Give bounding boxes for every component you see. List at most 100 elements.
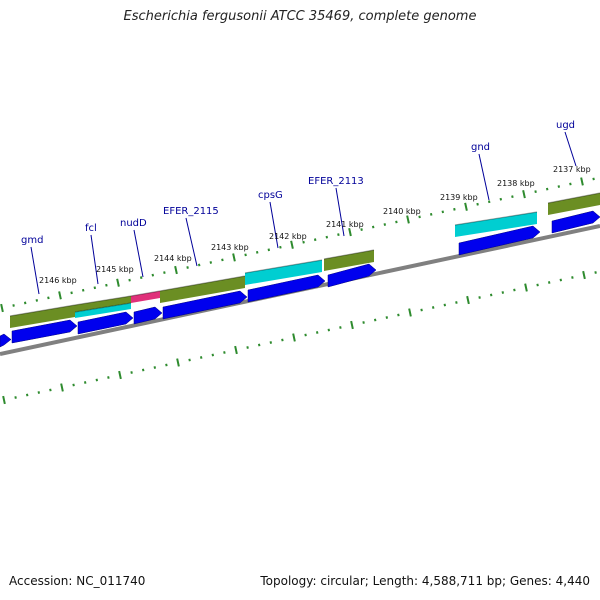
leader-cpsg [269, 201, 279, 249]
inner-tick [327, 328, 331, 332]
outer-tick [139, 276, 143, 280]
inner-tick [141, 368, 145, 372]
label-leader-lines [30, 131, 577, 295]
outer-tick [174, 265, 178, 275]
cds-arrow [247, 274, 326, 303]
inner-tick [153, 366, 157, 369]
inner-tick [478, 296, 481, 299]
outer-tick [23, 301, 27, 305]
outer-tick [569, 182, 572, 186]
inner-tick [176, 358, 180, 367]
gene-bar-efer-2115 [160, 276, 245, 303]
gene-label-cpsg: cpsG [258, 190, 283, 201]
outer-tick [557, 185, 561, 188]
gene-bar-cpsg [245, 260, 322, 285]
outer-tick [348, 227, 352, 237]
inner-tick [455, 301, 458, 304]
outer-tick [337, 233, 340, 237]
outer-tick [186, 266, 189, 269]
tick-label-2145-kbp: 2145 kbp [96, 265, 134, 274]
inner-tick [524, 283, 528, 292]
inner-tick [559, 278, 563, 282]
gene-bar-efer-2113 [324, 250, 374, 271]
outer-tick [464, 202, 468, 211]
outer-tick [0, 303, 4, 313]
gene-label-nudd: nudD [120, 218, 147, 229]
outer-tick [279, 245, 282, 249]
inner-tick [536, 283, 539, 287]
cds-arrow [327, 263, 377, 288]
inner-tick [107, 376, 110, 379]
outer-tick [93, 286, 97, 290]
outer-tick [453, 207, 456, 211]
gene-bar-efer-2115-edge [159, 275, 246, 292]
inner-tick [420, 308, 423, 312]
gene-bar-fcl-top-edge [74, 295, 132, 306]
tick-label-2142-kbp: 2142 kbp [269, 232, 307, 241]
gene-label-fcl: fcl [85, 223, 97, 234]
outer-tick [395, 220, 398, 224]
leader-nudd [133, 229, 144, 278]
gene-bar-cpsg-edge [244, 259, 323, 274]
outer-tick [290, 240, 294, 249]
inner-tick [594, 271, 597, 274]
inner-tick [72, 383, 75, 387]
tick-label-2143-kbp: 2143 kbp [211, 243, 249, 252]
tick-label-2140-kbp: 2140 kbp [383, 207, 421, 216]
leader-efer-2113 [335, 187, 345, 237]
tick-label-2146-kbp: 2146 kbp [39, 276, 77, 285]
gene-label-efer-2115: EFER_2115 [163, 206, 219, 217]
outer-tick [105, 283, 108, 287]
inner-tick [14, 396, 17, 399]
outer-tick [81, 288, 85, 292]
outer-tick [197, 263, 201, 267]
inner-tick [292, 333, 296, 342]
outer-tick [70, 291, 73, 295]
outer-tick [221, 258, 224, 262]
map-title: Escherichia fergusonii ATCC 35469, compl… [123, 9, 477, 24]
inner-tick [571, 276, 574, 279]
inner-tick [211, 353, 215, 357]
inner-tick [431, 306, 435, 309]
outer-tick [545, 187, 549, 191]
outer-tick [592, 177, 595, 181]
inner-tick [501, 291, 505, 294]
inner-tick [397, 313, 400, 317]
outer-tick [151, 273, 155, 277]
outer-tick [534, 190, 537, 193]
inner-tick [37, 391, 41, 394]
tick-label-2144-kbp: 2144 kbp [154, 254, 192, 263]
tick-label-2138-kbp: 2138 kbp [497, 179, 535, 188]
gene-bar-gmd-edge [9, 304, 76, 317]
outer-tick-marks [0, 177, 595, 313]
outer-tick [360, 228, 363, 231]
inner-tick [362, 321, 365, 324]
cds-arrow [77, 311, 134, 335]
inner-tick [443, 303, 447, 307]
inner-tick [130, 371, 133, 374]
accession-text: Accession: NC_011740 [9, 574, 146, 588]
gene-label-efer-2113: EFER_2113 [308, 176, 364, 187]
leader-gmd [30, 246, 40, 295]
outer-tick [163, 271, 166, 274]
inner-tick [246, 346, 249, 349]
inner-tick [95, 378, 99, 382]
gene-bar-fcl [75, 303, 131, 318]
outer-tick [441, 210, 445, 214]
outer-tick [499, 197, 503, 201]
gene-bar-gnd [455, 212, 537, 237]
gene-label-gnd: gnd [471, 142, 490, 153]
leader-fcl [90, 234, 99, 285]
outer-tick [209, 261, 213, 264]
outer-tick [267, 248, 271, 252]
cds-arrow [11, 319, 78, 344]
tick-label-2137-kbp: 2137 kbp [553, 165, 591, 174]
gene-bar-gnd-edge [454, 211, 538, 226]
outer-tick [128, 278, 131, 282]
genome-stats-text: Topology: circular; Length: 4,588,711 bp… [260, 574, 590, 588]
gene-bar-fcl-top [75, 296, 131, 312]
inner-tick [188, 358, 191, 362]
inner-tick [281, 338, 284, 342]
inner-tick [304, 333, 307, 337]
inner-tick [547, 281, 551, 284]
